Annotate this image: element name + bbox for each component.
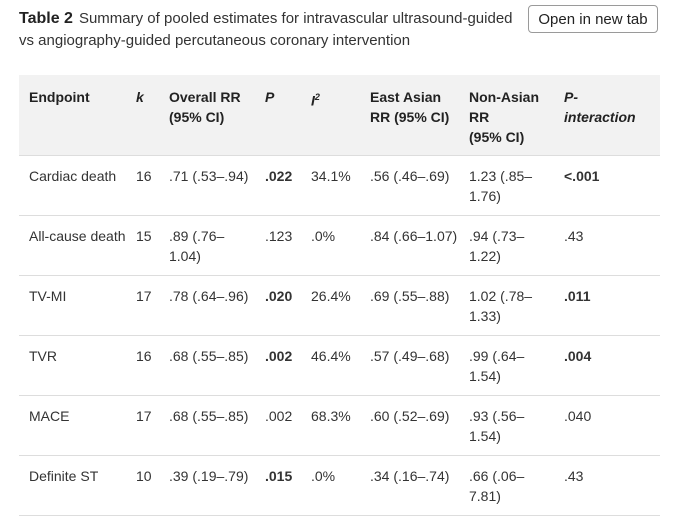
cell-p: .002 xyxy=(255,395,301,456)
header-overall-rr: Overall RR (95% CI) xyxy=(169,89,241,125)
cell-p: .022 xyxy=(255,155,301,216)
table-body: Cardiac death 16.71 (.53–.94) .022 34.1% .56… xyxy=(19,155,660,516)
table-row: All-cause death 15.89 (.76–1.04) .123.0% .8… xyxy=(19,215,660,276)
cell-endpoint: All-cause death xyxy=(19,215,126,276)
table-caption: Table 2 Summary of pooled estimates for i… xyxy=(19,8,519,52)
cell-p: .020 xyxy=(255,275,301,336)
cell-east-asian-rr: .56 (.46–.69) xyxy=(360,155,459,216)
results-table: Endpoint k Overall RR (95% CI) P I2 East… xyxy=(19,75,660,516)
cell-p: .015 xyxy=(255,455,301,516)
cell-non-asian-rr: .94 (.73–1.22) xyxy=(459,215,554,276)
cell-p-interaction: .040 xyxy=(554,395,660,456)
cell-i2: 68.3% xyxy=(301,395,360,456)
cell-k: 15 xyxy=(126,215,159,276)
cell-east-asian-rr: .57 (.49–.68) xyxy=(360,335,459,396)
header-i2: I2 xyxy=(301,75,360,156)
cell-non-asian-rr: .93 (.56–1.54) xyxy=(459,395,554,456)
header-non-asian-line2: RR xyxy=(469,109,490,125)
cell-overall-rr: .89 (.76–1.04) xyxy=(159,215,255,276)
cell-i2: 26.4% xyxy=(301,275,360,336)
cell-east-asian-rr: .84 (.66–1.07) xyxy=(360,215,459,276)
cell-endpoint: TVR xyxy=(19,335,126,396)
header-non-asian-rr: Non-Asian RR (95% CI) xyxy=(459,75,554,156)
header-k: k xyxy=(136,89,144,105)
table-caption-text: Summary of pooled estimates for intravas… xyxy=(19,10,513,49)
cell-i2: .0% xyxy=(301,215,360,276)
cell-i2: 46.4% xyxy=(301,335,360,396)
open-in-new-tab-button[interactable]: Open in new tab xyxy=(528,5,658,33)
cell-endpoint: MACE xyxy=(19,395,126,456)
cell-p-interaction: <.001 xyxy=(554,155,660,216)
cell-non-asian-rr: 1.23 (.85–1.76) xyxy=(459,155,554,216)
cell-overall-rr: .68 (.55–.85) xyxy=(159,335,255,396)
header-p-int-line1: P- xyxy=(564,89,578,105)
cell-east-asian-rr: .34 (.16–.74) xyxy=(360,455,459,516)
cell-i2: 34.1% xyxy=(301,155,360,216)
cell-east-asian-rr: .60 (.52–.69) xyxy=(360,395,459,456)
header-i2-base: I xyxy=(311,92,315,109)
header-p: P xyxy=(265,89,275,105)
cell-k: 17 xyxy=(126,275,159,336)
table-row: TVR 16.68 (.55–.85) .002 46.4% .57 (.49–.68)… xyxy=(19,335,660,396)
table-row: Definite ST 10.39 (.19–.79) .015.0% .34 (.1… xyxy=(19,455,660,516)
cell-overall-rr: .71 (.53–.94) xyxy=(159,155,255,216)
cell-p: .002 xyxy=(255,335,301,396)
cell-non-asian-rr: .66 (.06–7.81) xyxy=(459,455,554,516)
cell-k: 17 xyxy=(126,395,159,456)
cell-overall-rr: .78 (.64–.96) xyxy=(159,275,255,336)
cell-p-interaction: .43 xyxy=(554,215,660,276)
cell-overall-rr: .68 (.55–.85) xyxy=(159,395,255,456)
header-p-interaction: P-interaction xyxy=(554,75,660,156)
table-row: Cardiac death 16.71 (.53–.94) .022 34.1% .56… xyxy=(19,155,660,216)
header-non-asian-line3: (95% CI) xyxy=(469,129,525,145)
header-endpoint: Endpoint xyxy=(29,89,90,105)
table-header-row: Endpoint k Overall RR (95% CI) P I2 East… xyxy=(19,75,660,156)
table-row: TV-MI 17.78 (.64–.96) .020 26.4% .69 (.55–.8… xyxy=(19,275,660,336)
cell-p: .123 xyxy=(255,215,301,276)
header-i2-sup: 2 xyxy=(314,92,320,102)
cell-endpoint: TV-MI xyxy=(19,275,126,336)
cell-i2: .0% xyxy=(301,455,360,516)
cell-endpoint: Cardiac death xyxy=(19,155,126,216)
header-east-asian-rr: East Asian RR (95% CI) xyxy=(370,89,450,125)
cell-overall-rr: .39 (.19–.79) xyxy=(159,455,255,516)
cell-east-asian-rr: .69 (.55–.88) xyxy=(360,275,459,336)
cell-k: 10 xyxy=(126,455,159,516)
table-row: MACE 17.68 (.55–.85) .002 68.3% .60 (.52–.69… xyxy=(19,395,660,456)
cell-endpoint: Definite ST xyxy=(19,455,126,516)
cell-non-asian-rr: .99 (.64–1.54) xyxy=(459,335,554,396)
cell-k: 16 xyxy=(126,335,159,396)
table-label: Table 2 xyxy=(19,10,73,27)
header-p-int-line2: interaction xyxy=(564,109,636,125)
header-non-asian-line1: Non-Asian xyxy=(469,89,539,105)
cell-p-interaction: .43 xyxy=(554,455,660,516)
cell-k: 16 xyxy=(126,155,159,216)
cell-non-asian-rr: 1.02 (.78–1.33) xyxy=(459,275,554,336)
cell-p-interaction: .004 xyxy=(554,335,660,396)
cell-p-interaction: .011 xyxy=(554,275,660,336)
